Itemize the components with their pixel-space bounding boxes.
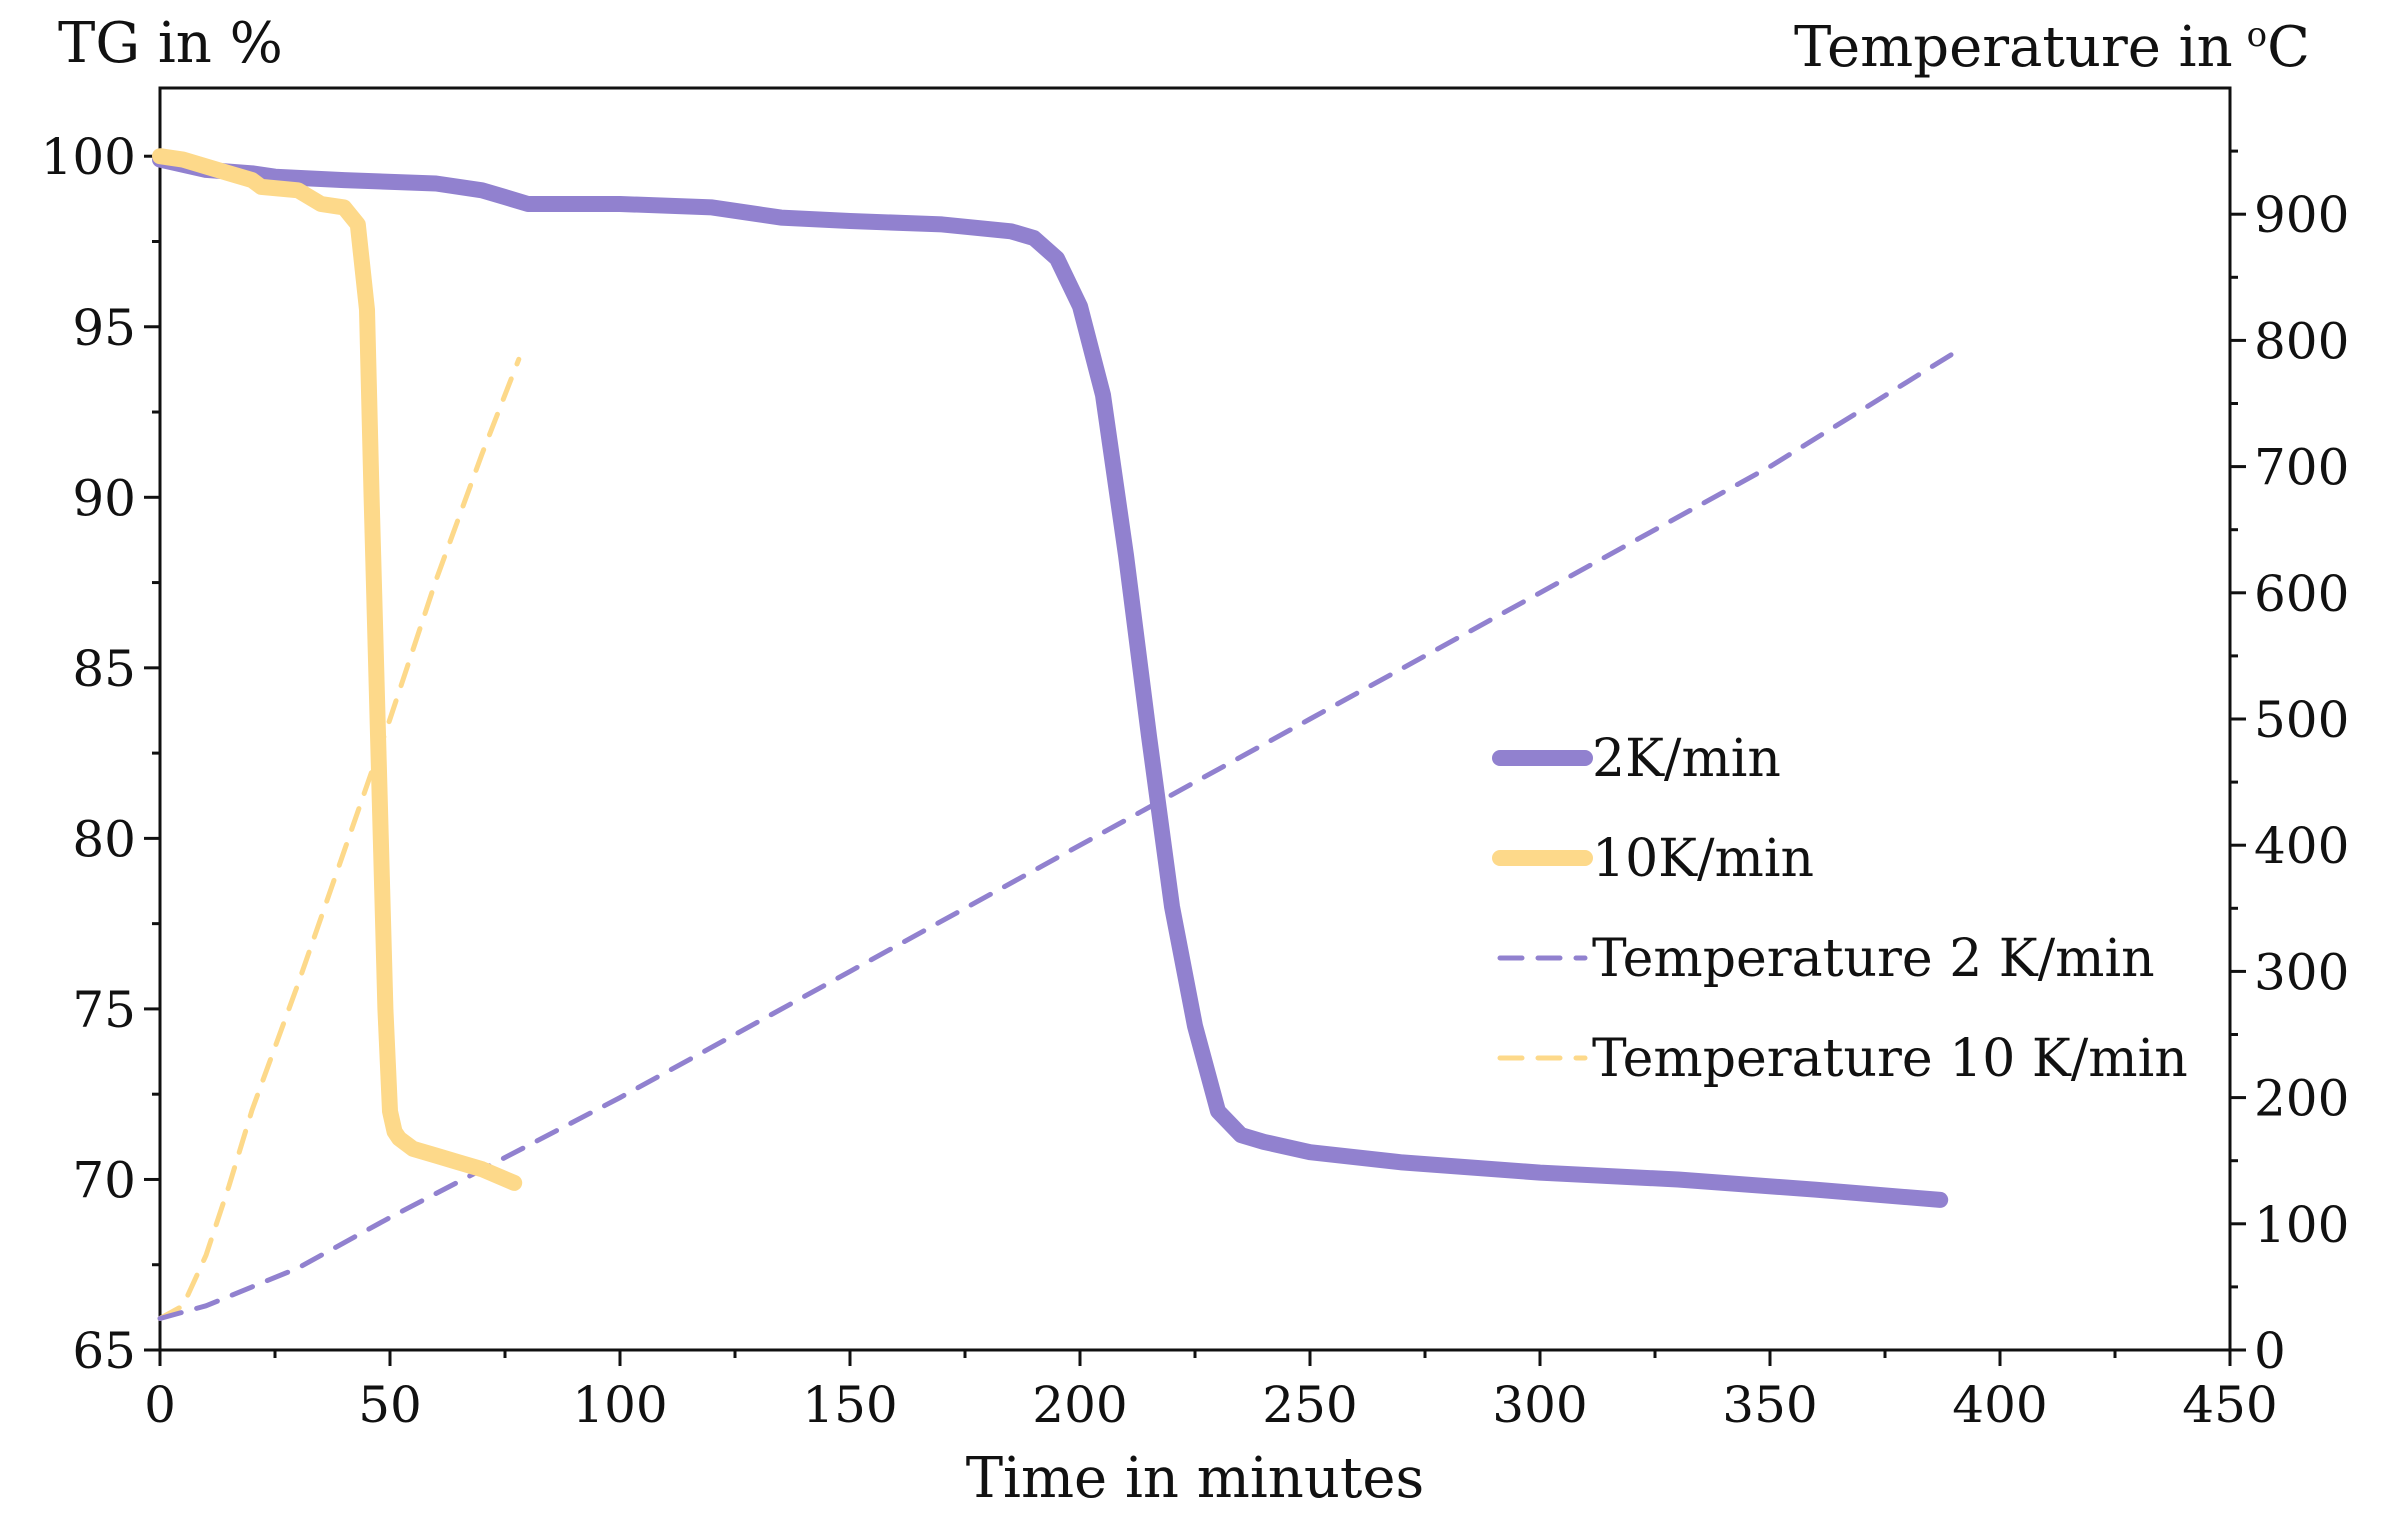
series-line-10k-min [152, 148, 523, 1191]
series-line-temperature-10-k-min [157, 356, 522, 1321]
series-layer [152, 148, 1957, 1321]
y-right-axis-title: Temperature in oC [1794, 15, 2310, 80]
y-right-tick-label: 700 [2254, 439, 2349, 497]
y-left-tick-label: 65 [72, 1322, 136, 1380]
y-right-tick-label: 100 [2254, 1196, 2349, 1254]
y-left-axis-title: TG in % [58, 11, 283, 76]
x-tick-label: 400 [1952, 1376, 2047, 1434]
x-tick-label: 300 [1492, 1376, 1587, 1434]
y-right-tick-label: 200 [2254, 1070, 2349, 1128]
x-tick-label: 250 [1262, 1376, 1357, 1434]
x-tick-label: 450 [2182, 1376, 2277, 1434]
y-right-tick-label: 600 [2254, 565, 2349, 623]
x-tick-label: 150 [802, 1376, 897, 1434]
y-left-tick-label: 90 [72, 469, 136, 527]
y-left-tick-label: 75 [72, 981, 136, 1039]
y-right-tick-label: 500 [2254, 691, 2349, 749]
y-left-tick-label: 95 [72, 299, 136, 357]
y-left-tick-label: 80 [72, 810, 136, 868]
series-line-2k-min [152, 151, 1949, 1208]
x-tick-label: 350 [1722, 1376, 1817, 1434]
y-right-tick-label: 900 [2254, 186, 2349, 244]
y-left-tick-label: 70 [72, 1151, 136, 1209]
x-axis-title: Time in minutes [966, 1446, 1425, 1511]
y-right-tick-label: 800 [2254, 312, 2349, 370]
y-left-tick-label: 85 [72, 640, 136, 698]
y-right-axis-title-unit: C [2267, 15, 2310, 80]
x-tick-label: 100 [572, 1376, 667, 1434]
y-left-tick-label: 100 [41, 128, 136, 186]
y-right-axis-title-sup: o [2247, 15, 2267, 55]
x-tick-label: 50 [358, 1376, 422, 1434]
legend: 2K/min 10K/min Temperature 2 K/min Temperat… [1492, 729, 2188, 1089]
ticks: 0 50 100 150 200 250 300 350 400 450 65 70 75 80 85 90 9… [41, 128, 2350, 1434]
series-line-temperature-2-k-min [157, 350, 1957, 1321]
legend-label: 10K/min [1592, 829, 1814, 889]
x-tick-label: 200 [1032, 1376, 1127, 1434]
legend-label: 2K/min [1592, 729, 1781, 789]
y-right-axis-title-text: Temperature in [1794, 15, 2233, 80]
legend-label: Temperature 10 K/min [1592, 1029, 2188, 1089]
x-tick-label: 0 [144, 1376, 176, 1434]
y-right-tick-label: 400 [2254, 817, 2349, 875]
legend-label: Temperature 2 K/min [1592, 929, 2155, 989]
y-right-tick-label: 300 [2254, 943, 2349, 1001]
y-right-tick-label: 0 [2254, 1322, 2286, 1380]
